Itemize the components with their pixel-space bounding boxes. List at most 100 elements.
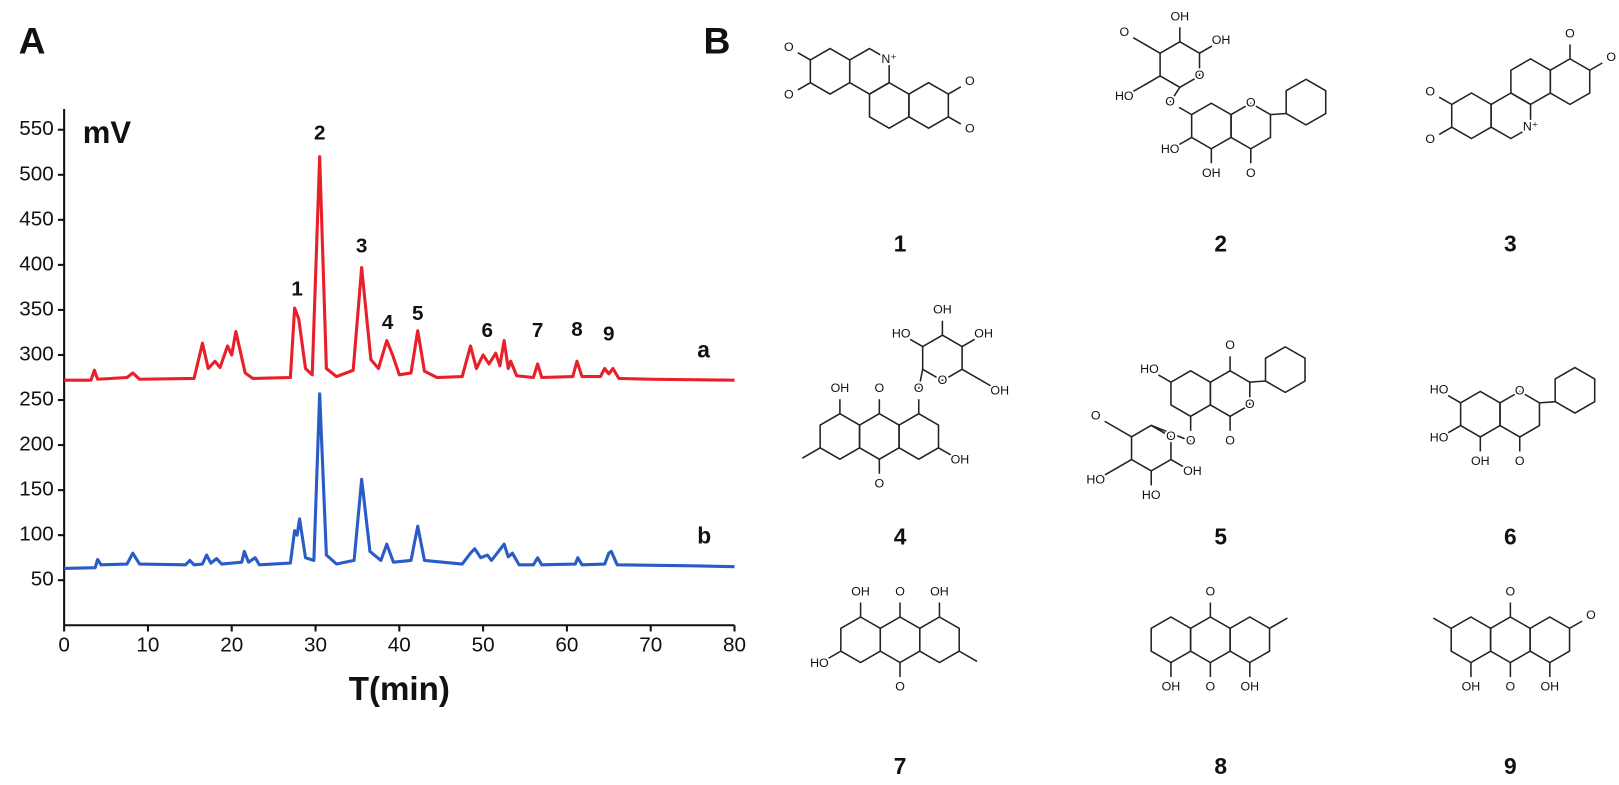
ring [819,412,861,461]
x-axis-label: T(min) [349,671,450,708]
ring [1229,616,1271,664]
atom-label: OH [1202,166,1221,180]
bond [947,86,962,95]
ring [1529,616,1571,664]
x-tick-label: 70 [639,633,662,656]
panel-label: A [19,20,46,62]
atom-label: OH [1462,680,1481,694]
atom-label: O [1186,433,1196,447]
ring [1499,390,1541,438]
y-tick-label: 200 [19,433,54,456]
atom-label: HO [1430,430,1449,444]
data-line [64,155,735,382]
atom-label: OH [974,326,993,340]
series-label: a [697,336,710,362]
atom-label: OH [951,453,970,467]
atom-label: O [1091,408,1101,422]
bond [1150,424,1191,442]
ring [1150,616,1192,664]
bond [1269,617,1288,630]
atom-label: O [1195,68,1205,82]
ring [1209,369,1251,418]
data-line [64,392,735,571]
ring [809,47,851,95]
y-tick-label: 350 [19,297,54,320]
x-tick-label: 50 [472,633,495,656]
ring [1549,57,1591,106]
bond [917,369,924,390]
atom-label: O [784,40,794,54]
y-axis-label: mV [83,115,132,150]
y-tick-label: 400 [19,252,54,275]
bond [1589,62,1603,71]
atom-label: O [895,584,905,598]
peak-label: 6 [482,319,494,342]
y-tick-label: 250 [19,387,54,410]
atom-label: O [1245,397,1255,411]
atom-label: HO [1115,89,1134,103]
compound-number: 3 [1504,231,1517,257]
atom-label: OH [1240,680,1259,694]
atom-label: O [875,476,885,490]
y-tick-label: 50 [31,568,54,591]
bond [1132,75,1161,93]
peak-label: 5 [412,302,424,325]
atom-label: O [1165,94,1175,108]
bond [958,650,978,663]
x-tick-label: 40 [388,633,411,656]
atom-label: OH [851,584,870,598]
ring [1554,366,1596,414]
atom-label: N⁺ [881,52,897,66]
atom-label: O [875,381,885,395]
atom-label: O [1206,584,1216,598]
atom-label: O [1515,454,1525,468]
atom-label: O [1119,25,1129,39]
atom-label: OH [1471,454,1490,468]
peak-label: 2 [314,122,326,145]
atom-label: O [914,381,924,395]
series-label: b [697,523,711,549]
peak-label: 8 [571,318,583,341]
y-tick-label: 450 [19,207,54,230]
atom-label: O [1515,384,1525,398]
atom-label: HO [1086,473,1105,487]
bond [1169,86,1181,103]
bond [1158,374,1172,383]
ring [1130,424,1172,472]
atom-label: O [1606,50,1616,64]
bond [1569,620,1583,630]
y-tick-label: 100 [19,523,54,546]
y-tick-label: 300 [19,342,54,365]
bond [1447,424,1461,434]
atom-label: O [784,87,794,101]
atom-label: O [1586,608,1596,622]
bond [1432,617,1452,630]
bond [827,650,842,660]
ring [1489,616,1531,664]
atom-label: O [1246,166,1256,180]
atom-label: OH [1171,9,1190,23]
compound-number: 1 [894,231,907,257]
bond [1104,458,1132,476]
ring [1159,40,1201,89]
bond [1539,400,1556,404]
atom-label: N⁺ [1523,119,1539,133]
atom-label: HO [1161,142,1180,156]
peak-label: 4 [382,311,394,334]
atom-label: OH [990,383,1009,397]
compound-number: 9 [1504,753,1517,779]
bond [938,447,952,456]
bond [797,81,811,91]
atom-label: O [1425,84,1435,98]
ring [1459,390,1501,438]
peak-label: 1 [291,278,303,301]
bond [1104,420,1132,438]
compound-number: 5 [1214,523,1227,549]
bond [1178,136,1193,146]
atom-label: OH [831,381,850,395]
bond [1249,380,1266,383]
atom-label: OH [1540,680,1559,694]
atom-label: OH [930,584,949,598]
x-tick-label: 30 [304,633,327,656]
